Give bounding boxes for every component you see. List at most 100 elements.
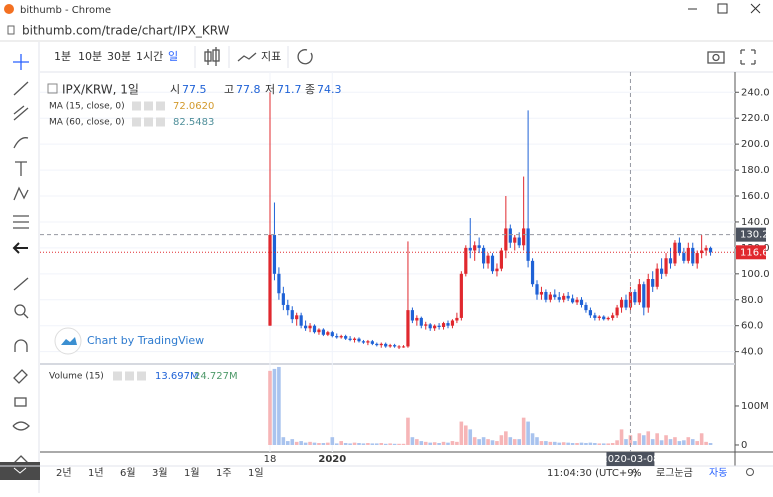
candle-body (450, 320, 455, 326)
interval-button[interactable]: 1분 (54, 50, 71, 63)
volume-bar (535, 437, 539, 445)
volume-bar (619, 429, 624, 445)
collapse-legend[interactable] (47, 83, 58, 94)
candle-body (642, 284, 646, 308)
candle-body (446, 323, 450, 326)
candle-body (566, 295, 570, 299)
candle-body (388, 345, 392, 347)
legend-icon[interactable] (132, 101, 141, 111)
candle-body (624, 299, 628, 308)
volume-bar (281, 437, 286, 445)
price-tick-label: 220.0 (741, 113, 770, 124)
last-price-box (736, 245, 766, 260)
legend-icon[interactable] (132, 117, 141, 127)
volume-bar (593, 443, 597, 445)
collapse-icon (13, 467, 27, 474)
volume-bar (548, 441, 553, 445)
candle-body (517, 237, 521, 246)
range-button[interactable]: 1월 (184, 467, 200, 479)
crosshair-date-label: 2020-03-08 (601, 454, 659, 465)
volume-bar (432, 442, 437, 445)
range-button[interactable]: 3월 (152, 467, 168, 479)
collapse-toolbar[interactable] (0, 462, 40, 480)
legend-icon[interactable] (156, 101, 165, 111)
range-button[interactable]: 2년 (56, 467, 72, 479)
interval-button[interactable]: 일 (168, 49, 178, 63)
ohlc-value: 77.8 (236, 83, 261, 96)
volume-bar (704, 441, 708, 445)
maximize-button[interactable] (717, 3, 728, 14)
auto-toggle[interactable]: 자동 (709, 467, 727, 479)
interval-button[interactable]: 1시간 (136, 50, 163, 63)
candle-body (664, 258, 668, 274)
candle-body (299, 315, 303, 326)
candle-body (441, 323, 446, 327)
volume-legend-value: 24.727M (194, 371, 238, 382)
volume-bar (664, 435, 668, 445)
logo-shape (61, 337, 77, 345)
volume-bar (490, 440, 495, 445)
candle-body (393, 345, 397, 347)
candle-body (384, 343, 388, 347)
volume-bar (686, 437, 691, 445)
volume-bar (504, 431, 508, 445)
candle-body (606, 317, 610, 320)
range-button[interactable]: 1주 (216, 468, 232, 479)
candle-body (272, 234, 277, 274)
url[interactable]: bithumb.com/trade/chart/IPX_KRW (22, 24, 230, 38)
watermark[interactable]: Chart by TradingView (87, 334, 204, 347)
ma-value: 82.5483 (173, 117, 214, 128)
candle-type-button[interactable] (204, 47, 220, 66)
volume-bar (303, 442, 308, 445)
drawing-tools[interactable] (12, 54, 30, 469)
candle-body (633, 291, 637, 303)
price-tick-label: 40.0 (741, 347, 763, 358)
volume-bar (655, 433, 659, 445)
volume-bar (450, 441, 455, 445)
lock-icon (7, 25, 15, 35)
volume-bar (272, 368, 277, 445)
legend-icon[interactable] (156, 117, 165, 127)
volume-bar (339, 441, 343, 445)
interval-button[interactable]: 30분 (107, 50, 131, 63)
range-button[interactable]: 1일 (248, 467, 264, 479)
snapshot-button[interactable] (707, 51, 725, 64)
percent-toggle[interactable]: % (632, 468, 642, 479)
legend-icon[interactable] (113, 371, 122, 381)
refresh-button[interactable] (297, 49, 313, 65)
candle-body (602, 316, 606, 320)
fullscreen-button[interactable] (740, 49, 756, 65)
legend-icon[interactable] (144, 117, 153, 127)
volume-bar (481, 437, 486, 445)
close-button[interactable] (750, 3, 761, 14)
grid: 40.060.080.0100.0120.0140.0160.0180.0200… (40, 72, 770, 465)
legend-icon[interactable] (137, 371, 146, 381)
volume-bar (361, 443, 366, 445)
legend-icon[interactable] (125, 371, 134, 381)
volume-bar (294, 441, 299, 445)
interval-button[interactable]: 10분 (78, 50, 102, 63)
indicator-icon[interactable] (237, 52, 257, 62)
ohlc-value: 74.3 (317, 83, 342, 96)
volume-bar (699, 433, 704, 445)
candle-body (651, 279, 655, 287)
range-button[interactable]: 1년 (88, 467, 104, 479)
address-bar[interactable] (0, 21, 773, 40)
settings-button[interactable] (746, 468, 754, 476)
volume-tick-label: 0 (741, 440, 747, 451)
volume-bar (588, 442, 593, 445)
candle-body (312, 325, 317, 333)
crosshair-price-label: 130.2 (740, 230, 769, 241)
volume-tick-label: 100M (741, 401, 769, 412)
price-tick-label: 80.0 (741, 295, 763, 306)
candle-body (308, 325, 312, 329)
log-toggle[interactable]: 로그눈금 (656, 467, 693, 479)
candle-body (321, 329, 325, 335)
indicator-button[interactable]: 지표 (261, 50, 281, 63)
price-tick-label: 160.0 (741, 191, 770, 202)
candle-body (682, 253, 686, 261)
candle-body (539, 291, 544, 295)
legend-icon[interactable] (144, 101, 153, 111)
candle-body (375, 343, 379, 346)
range-button[interactable]: 6월 (120, 467, 136, 479)
